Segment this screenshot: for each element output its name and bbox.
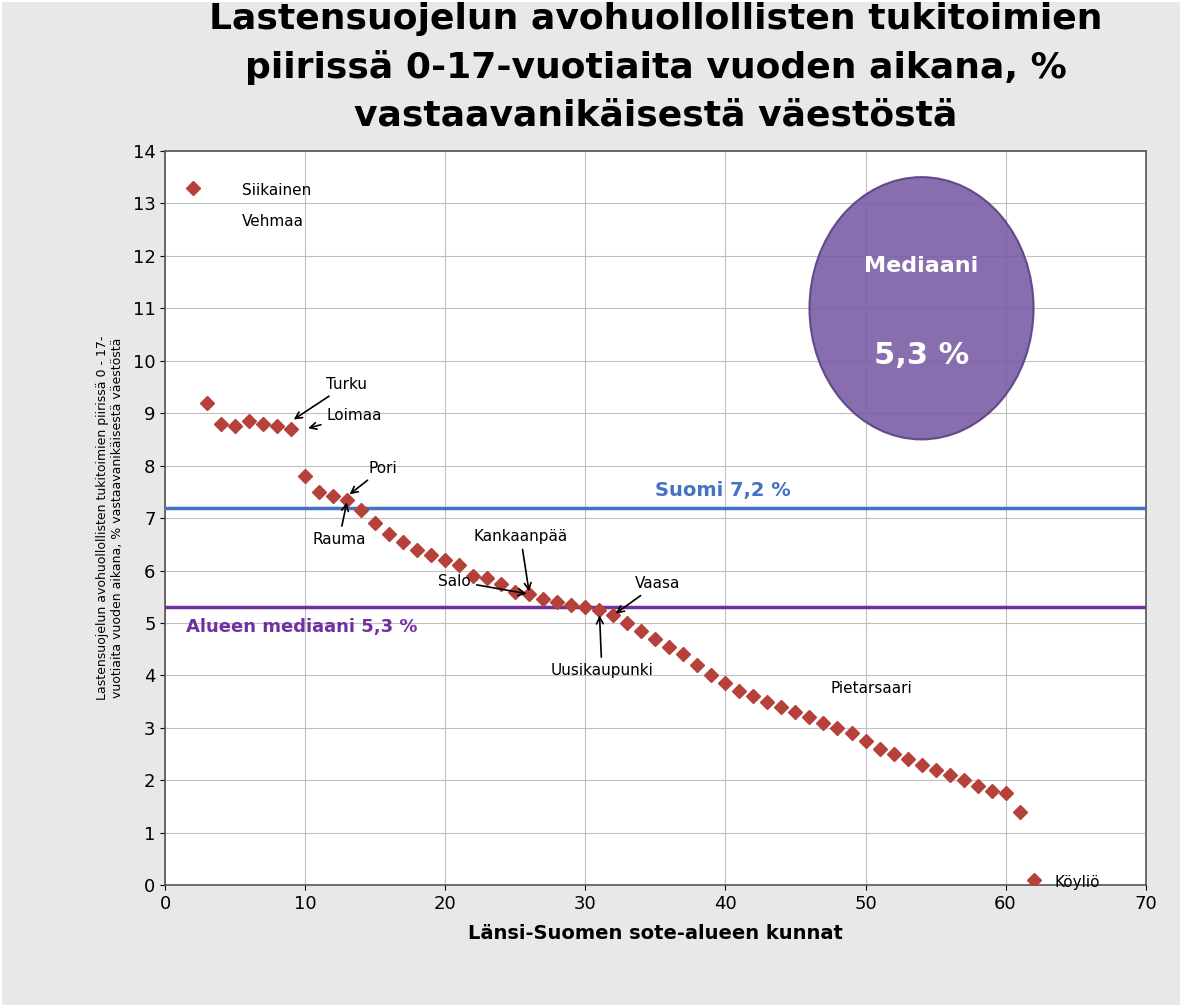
Text: Vaasa: Vaasa [618,576,680,613]
Y-axis label: Lastensuojelun avohuollollisten tukitoimien piirissä 0 - 17-
vuotiaita vuoden ai: Lastensuojelun avohuollollisten tukitoim… [97,336,124,700]
Text: Turku: Turku [295,377,367,418]
Text: Mediaani: Mediaani [864,257,979,277]
Text: Uusikaupunki: Uusikaupunki [550,617,653,678]
Text: Kankaanpää: Kankaanpää [474,529,568,590]
Text: Loimaa: Loimaa [309,408,381,430]
Title: Lastensuojelun avohuollollisten tukitoimien
piirissä 0-17-vuotiaita vuoden aikan: Lastensuojelun avohuollollisten tukitoim… [209,2,1102,133]
Text: Suomi 7,2 %: Suomi 7,2 % [655,481,791,500]
Text: Salo: Salo [438,573,524,596]
Text: 5,3 %: 5,3 % [874,341,970,370]
Text: Alueen mediaani 5,3 %: Alueen mediaani 5,3 % [187,618,418,636]
Text: Pietarsaari: Pietarsaari [830,681,912,696]
X-axis label: Länsi-Suomen sote-alueen kunnat: Länsi-Suomen sote-alueen kunnat [468,925,843,943]
Ellipse shape [809,177,1033,440]
Text: Köyliö: Köyliö [1055,875,1100,890]
Text: Vehmaa: Vehmaa [242,214,305,229]
Text: Siikainen: Siikainen [242,183,312,198]
Text: Rauma: Rauma [312,504,366,546]
Text: Pori: Pori [351,461,397,493]
